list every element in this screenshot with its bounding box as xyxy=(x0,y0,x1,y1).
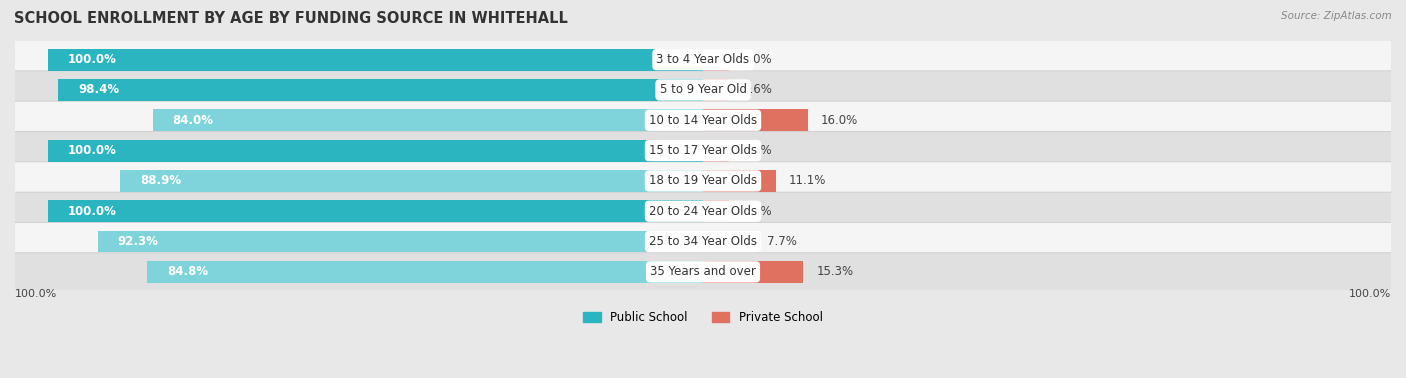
Text: 5 to 9 Year Old: 5 to 9 Year Old xyxy=(659,84,747,96)
Text: 3 to 4 Year Olds: 3 to 4 Year Olds xyxy=(657,53,749,66)
Text: 15.3%: 15.3% xyxy=(817,265,853,278)
Bar xyxy=(703,109,808,131)
Bar xyxy=(703,170,776,192)
Text: 20 to 24 Year Olds: 20 to 24 Year Olds xyxy=(650,205,756,218)
Bar xyxy=(148,261,703,283)
Text: 98.4%: 98.4% xyxy=(77,84,120,96)
Text: SCHOOL ENROLLMENT BY AGE BY FUNDING SOURCE IN WHITEHALL: SCHOOL ENROLLMENT BY AGE BY FUNDING SOUR… xyxy=(14,11,568,26)
Bar xyxy=(703,49,730,71)
Text: 100.0%: 100.0% xyxy=(67,205,117,218)
Text: 25 to 34 Year Olds: 25 to 34 Year Olds xyxy=(650,235,756,248)
Bar xyxy=(703,231,754,253)
FancyBboxPatch shape xyxy=(14,253,1392,291)
FancyBboxPatch shape xyxy=(14,162,1392,200)
FancyBboxPatch shape xyxy=(14,132,1392,170)
Text: 10 to 14 Year Olds: 10 to 14 Year Olds xyxy=(650,114,756,127)
Text: 100.0%: 100.0% xyxy=(67,144,117,157)
Bar xyxy=(98,231,703,253)
FancyBboxPatch shape xyxy=(14,192,1392,230)
Bar xyxy=(48,140,703,161)
Text: 88.9%: 88.9% xyxy=(141,174,181,187)
Text: 11.1%: 11.1% xyxy=(789,174,827,187)
Text: 100.0%: 100.0% xyxy=(67,53,117,66)
Bar xyxy=(121,170,703,192)
Text: 84.0%: 84.0% xyxy=(173,114,214,127)
Legend: Public School, Private School: Public School, Private School xyxy=(579,307,827,329)
Text: Source: ZipAtlas.com: Source: ZipAtlas.com xyxy=(1281,11,1392,21)
Text: 15 to 17 Year Olds: 15 to 17 Year Olds xyxy=(650,144,756,157)
Text: 35 Years and over: 35 Years and over xyxy=(650,265,756,278)
Text: 100.0%: 100.0% xyxy=(15,290,58,299)
FancyBboxPatch shape xyxy=(14,40,1392,79)
Bar xyxy=(703,140,730,161)
Bar xyxy=(703,79,730,101)
FancyBboxPatch shape xyxy=(14,71,1392,109)
Bar xyxy=(703,200,730,222)
Text: 7.7%: 7.7% xyxy=(766,235,796,248)
Bar xyxy=(48,200,703,222)
Text: 84.8%: 84.8% xyxy=(167,265,208,278)
Text: 16.0%: 16.0% xyxy=(821,114,858,127)
Text: 0.0%: 0.0% xyxy=(742,205,772,218)
Text: 1.6%: 1.6% xyxy=(742,84,772,96)
FancyBboxPatch shape xyxy=(14,101,1392,139)
Text: 0.0%: 0.0% xyxy=(742,53,772,66)
Text: 100.0%: 100.0% xyxy=(1348,290,1391,299)
Text: 18 to 19 Year Olds: 18 to 19 Year Olds xyxy=(650,174,756,187)
FancyBboxPatch shape xyxy=(14,222,1392,261)
Bar xyxy=(703,261,803,283)
Bar xyxy=(58,79,703,101)
Bar xyxy=(48,49,703,71)
Text: 0.0%: 0.0% xyxy=(742,144,772,157)
Bar xyxy=(153,109,703,131)
Text: 92.3%: 92.3% xyxy=(118,235,159,248)
